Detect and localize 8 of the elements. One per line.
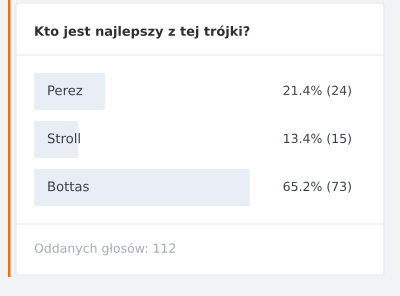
data-label: 21.4% (24) [284, 85, 351, 97]
text: Oddanych głosów: 112 [34, 242, 176, 256]
chart-title: Kto jest najlepszy z tej trójki? [35, 25, 250, 39]
y-tick-label: Stroll [48, 133, 80, 144]
y-tick-label: Bottas [48, 182, 89, 192]
data-label: 13.4% (15) [284, 133, 351, 145]
y-tick-label: Perez [48, 86, 82, 96]
data-label: 65.2% (73) [284, 181, 351, 193]
